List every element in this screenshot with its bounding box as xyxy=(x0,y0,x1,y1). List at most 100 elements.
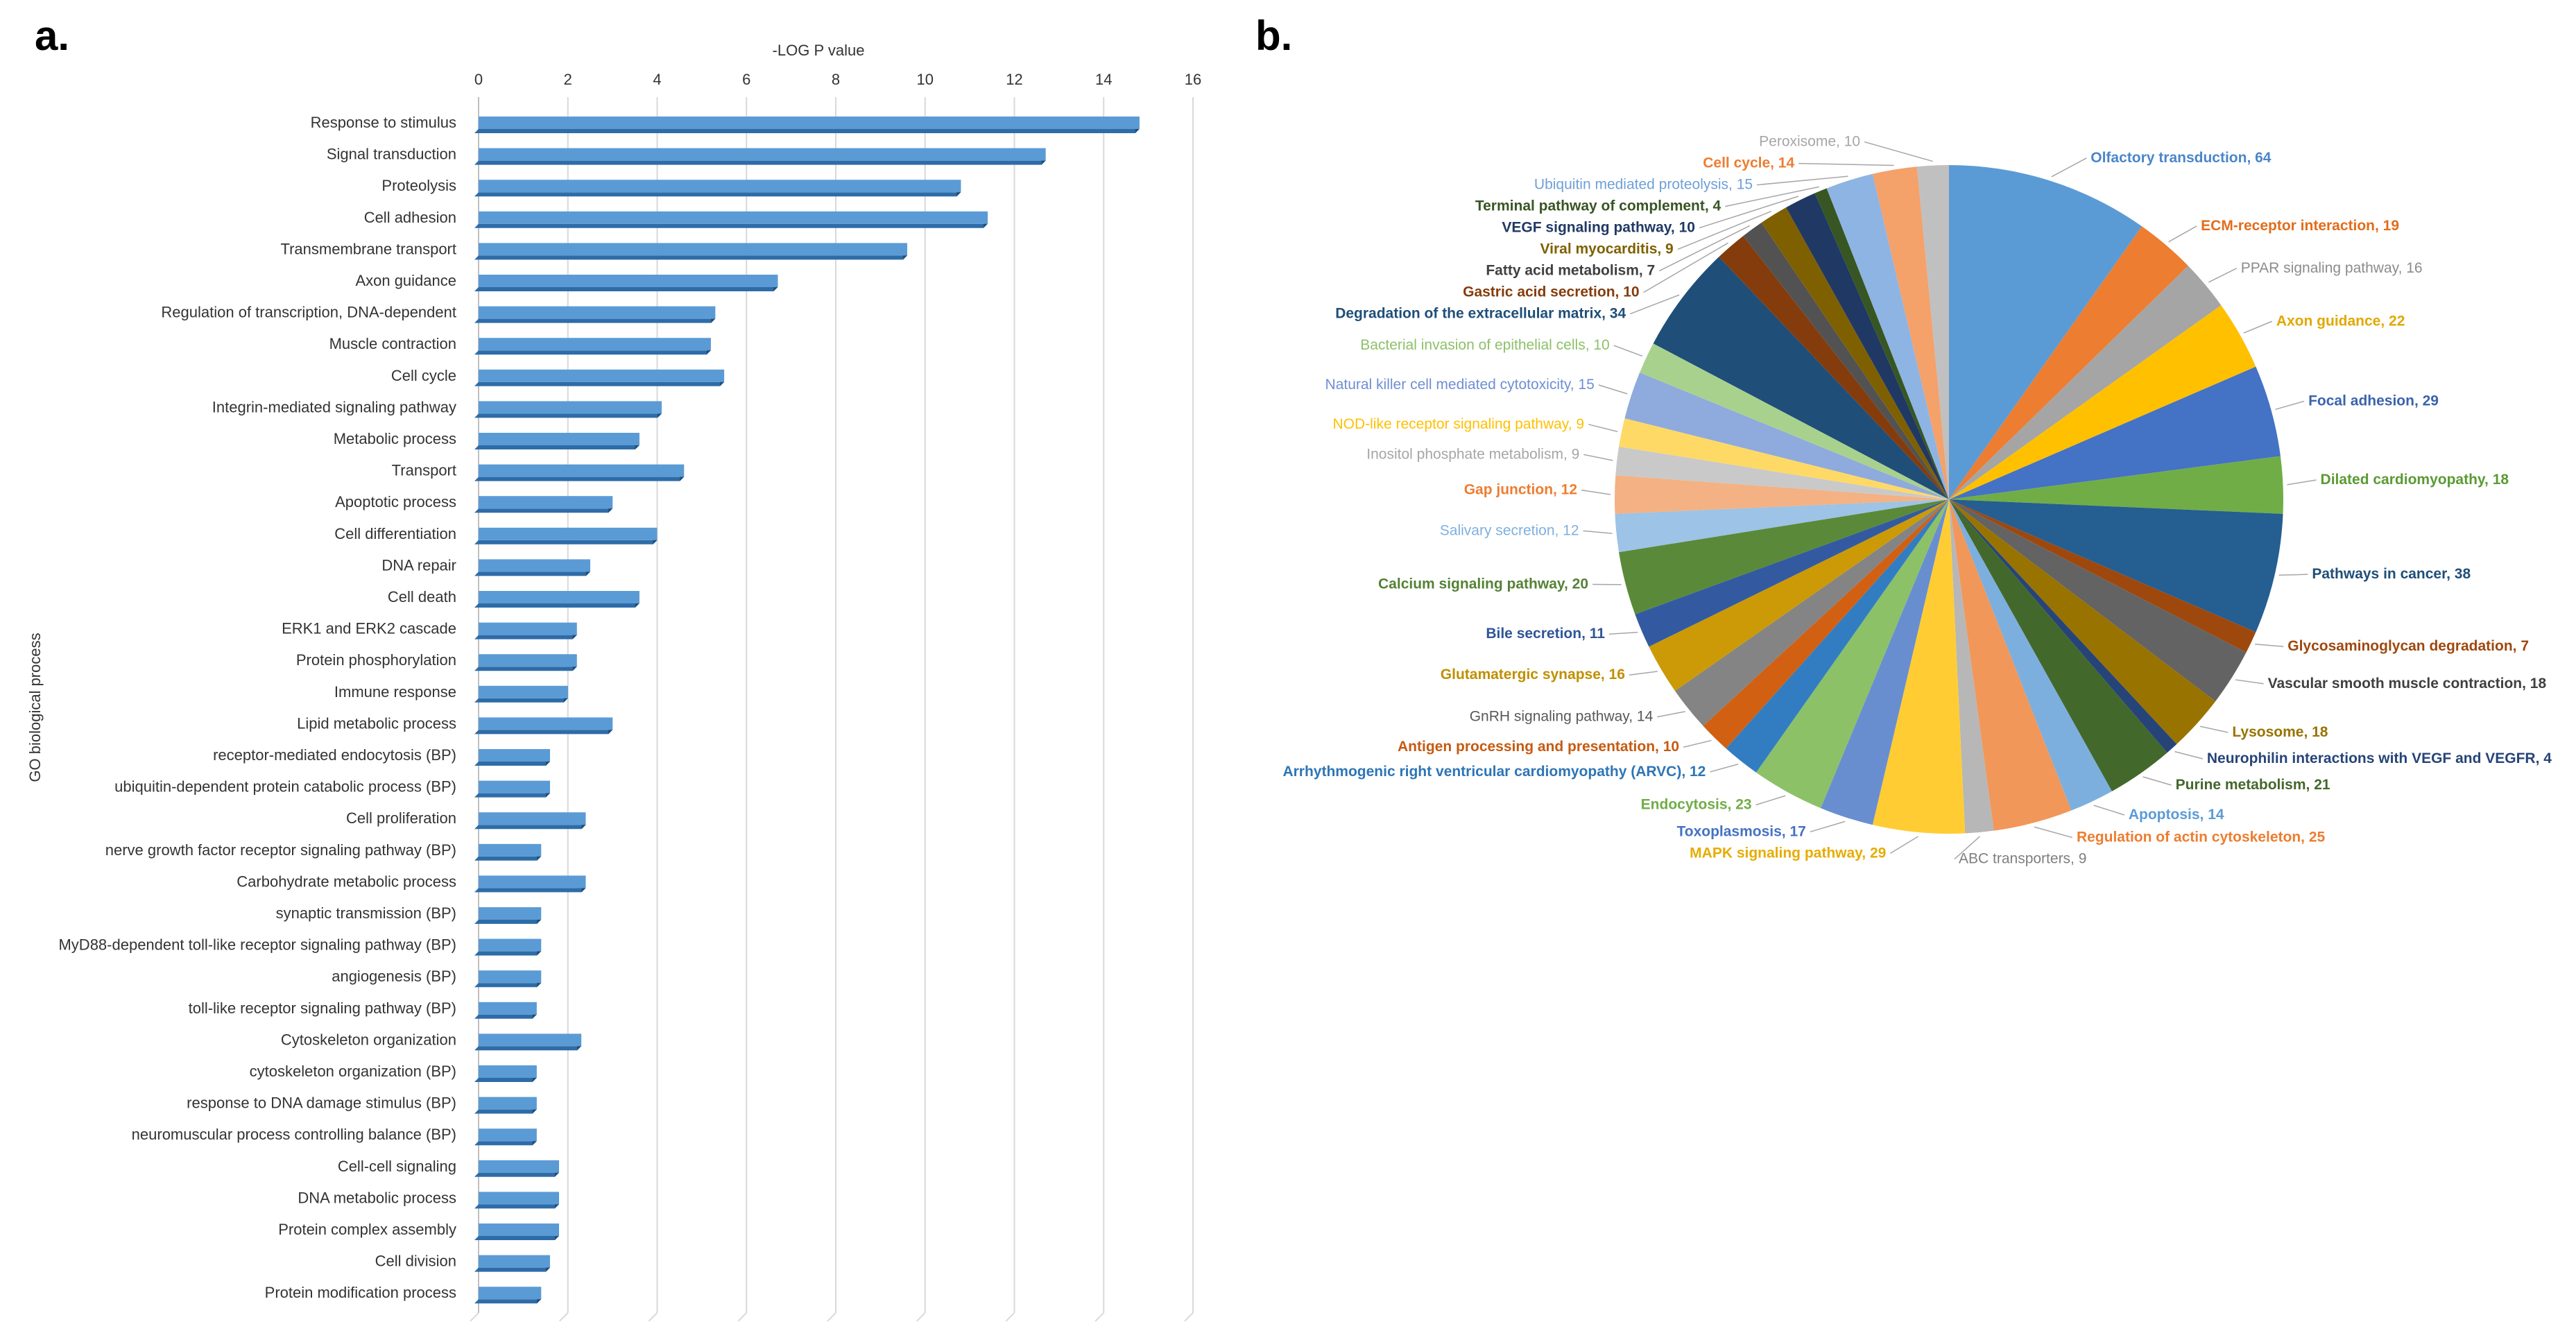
leader-line xyxy=(1658,225,1751,272)
bar-depth xyxy=(474,888,586,893)
pie-slice xyxy=(1653,257,1949,499)
pie-slice xyxy=(1619,418,1949,499)
category-label: ERK1 and ERK2 cascade xyxy=(282,620,456,637)
pie-slice xyxy=(1703,499,1949,749)
pie-slice xyxy=(1649,499,1949,692)
bar-depth xyxy=(474,508,613,513)
leader-line xyxy=(1643,242,1728,293)
pie-label: NOD-like receptor signaling pathway, 9 xyxy=(1332,416,1584,432)
bar-depth xyxy=(474,223,988,228)
bar-face xyxy=(479,464,685,477)
pie-slice xyxy=(1949,266,2222,499)
pie-label: Salivary secretion, 12 xyxy=(1440,522,1579,538)
pie-slice xyxy=(1786,193,1949,499)
bar-face xyxy=(479,433,639,445)
category-label: receptor-mediated endocytosis (BP) xyxy=(213,746,456,764)
pie-leader-lines xyxy=(1581,141,2317,860)
bar xyxy=(474,1287,542,1304)
x-tick-label: 14 xyxy=(1095,71,1112,88)
bar-depth xyxy=(474,793,550,798)
category-label: Cell adhesion xyxy=(364,209,456,226)
bar xyxy=(474,591,639,608)
bar xyxy=(474,464,685,481)
pie-slice xyxy=(1949,499,2177,753)
bar-depth xyxy=(474,603,639,608)
leader-line xyxy=(1677,210,1772,250)
bar-depth xyxy=(474,825,586,830)
pie-slice xyxy=(1821,499,1949,825)
bar xyxy=(474,780,550,798)
bar xyxy=(474,306,716,323)
gridline-depth xyxy=(1184,1312,1194,1322)
pie-slice xyxy=(1949,366,2281,499)
bar-face xyxy=(479,717,613,730)
leader-line xyxy=(2275,400,2305,411)
leader-line xyxy=(1683,739,1712,748)
category-label: DNA repair xyxy=(381,556,456,574)
pie-slice xyxy=(1619,499,1949,615)
pie-label: Arrhythmogenic right ventricular cardiom… xyxy=(1282,764,1706,780)
gridline-depth xyxy=(470,1312,479,1322)
pie-label: Dilated cardiomyopathy, 18 xyxy=(2321,472,2509,488)
category-label: Regulation of transcription, DNA-depende… xyxy=(161,304,456,321)
pie-slice xyxy=(1949,226,2188,499)
pie-label: Fatty acid metabolism, 7 xyxy=(1486,263,1655,279)
bar-face xyxy=(479,1128,537,1142)
x-tick-label: 6 xyxy=(742,71,750,88)
pie-slices xyxy=(1615,165,2283,834)
pie-slice xyxy=(1949,499,2167,791)
bar xyxy=(474,148,1046,165)
pie-label: Toxoplasmosis, 17 xyxy=(1676,823,1805,839)
x-tick-label: 12 xyxy=(1006,71,1022,88)
category-label: neuromuscular process controlling balanc… xyxy=(132,1126,456,1143)
x-tick-label: 16 xyxy=(1185,71,1201,88)
gridline-depth xyxy=(648,1312,658,1322)
pie-slice xyxy=(1872,166,1949,500)
bar-face xyxy=(479,1223,559,1236)
bar-face xyxy=(479,527,658,540)
bar xyxy=(474,211,988,228)
grid-lines xyxy=(470,97,1194,1322)
bar-depth xyxy=(474,762,550,766)
category-label: nerve growth factor receptor signaling p… xyxy=(105,841,456,859)
bar-face xyxy=(479,970,542,984)
pie-label: VEGF signaling pathway, 10 xyxy=(1502,220,1695,236)
bar-depth xyxy=(474,445,639,449)
leader-line xyxy=(2174,750,2204,759)
leader-line xyxy=(2034,826,2073,839)
bar-depth xyxy=(474,540,658,544)
pie-slice xyxy=(1949,499,2072,831)
pie-label: Calcium signaling pathway, 20 xyxy=(1378,576,1588,592)
bar-face xyxy=(479,812,586,825)
bar-face xyxy=(479,369,725,382)
category-label: cytoskeleton organization (BP) xyxy=(250,1063,456,1080)
bar xyxy=(474,180,961,197)
bar-depth xyxy=(474,129,1140,133)
leader-line xyxy=(1657,711,1685,718)
bar xyxy=(474,938,542,956)
pie-label: Olfactory transduction, 64 xyxy=(2090,150,2272,166)
bars xyxy=(474,117,1140,1304)
pie-label: Focal adhesion, 29 xyxy=(2308,393,2439,409)
category-label: Cell proliferation xyxy=(346,809,456,827)
bar xyxy=(474,117,1140,133)
leader-line xyxy=(2255,643,2284,647)
leader-line xyxy=(2243,320,2273,334)
leader-line xyxy=(1954,836,1980,860)
bar-face xyxy=(479,401,662,414)
gridline-depth xyxy=(827,1312,836,1322)
pie-slice xyxy=(1755,499,1949,809)
pie-label: Natural killer cell mediated cytotoxicit… xyxy=(1325,377,1595,393)
bar xyxy=(474,559,590,576)
pie-label: Apoptosis, 14 xyxy=(2129,807,2224,823)
bar-face xyxy=(479,496,613,509)
category-label: Signal transduction xyxy=(327,146,456,163)
pie-label: Pathways in cancer, 38 xyxy=(2312,566,2471,582)
y-axis-title: GO biological process xyxy=(26,633,44,782)
category-label: angiogenesis (BP) xyxy=(332,968,456,985)
gridline-depth xyxy=(737,1312,747,1322)
pie-slice xyxy=(1615,475,1949,514)
category-label: Protein complex assembly xyxy=(278,1221,456,1238)
bar xyxy=(474,1160,559,1177)
leader-line xyxy=(2208,268,2238,283)
